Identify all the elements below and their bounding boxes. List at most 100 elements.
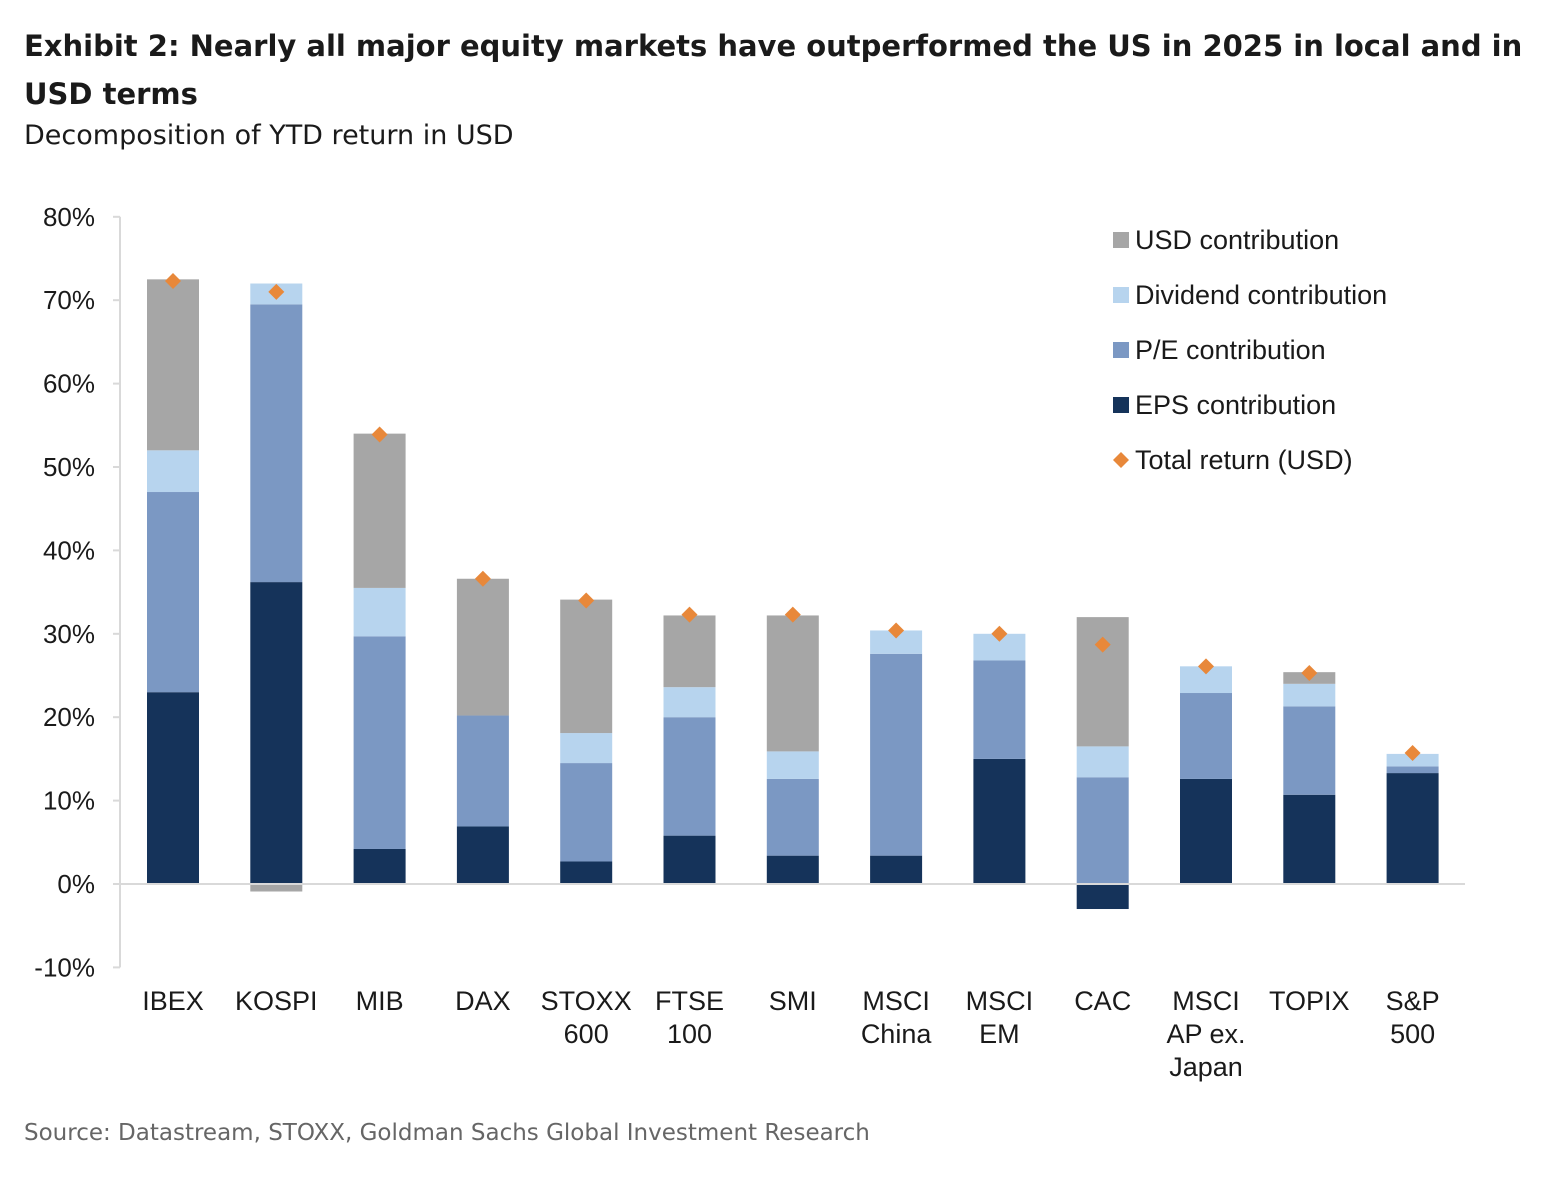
x-category-label-line: MSCI	[966, 986, 1034, 1016]
x-category-label-line: MIB	[356, 986, 404, 1016]
x-category-label-line: SMI	[769, 986, 817, 1016]
bar-dividend-smi	[766, 751, 819, 779]
bar-eps-ibex	[147, 692, 199, 884]
x-category-label: STOXX 600	[541, 986, 632, 1049]
x-category-label-line: STOXX	[541, 986, 632, 1016]
y-tick-label: 50%	[43, 452, 95, 482]
x-category-label-line: KOSPI	[235, 986, 318, 1016]
bar-pe-s-p-500	[1386, 766, 1439, 774]
x-category-label: IBEX	[142, 986, 204, 1016]
x-category-label: MIB	[356, 986, 404, 1016]
x-category-label-line: AP ex.	[1166, 1019, 1245, 1049]
x-category-label: MSCI China	[861, 986, 933, 1049]
x-category-label: TOPIX	[1269, 986, 1350, 1016]
y-tick-label: 80%	[43, 202, 95, 232]
legend-label-dividend: Dividend contribution	[1135, 280, 1387, 310]
bar-pe-ftse-100	[663, 717, 716, 836]
total-return-marker	[578, 592, 595, 609]
bar-eps-msci-china	[870, 855, 923, 884]
legend-label-pe: P/E contribution	[1135, 335, 1326, 365]
bar-pe-dax	[456, 715, 509, 827]
bar-pe-kospi	[250, 304, 303, 583]
bar-eps-stoxx-600	[560, 861, 613, 884]
total-return-marker	[888, 622, 905, 639]
x-category-label-line: Japan	[1169, 1052, 1243, 1082]
legend-swatch-eps	[1113, 397, 1129, 413]
legend-swatch-pe	[1113, 342, 1129, 358]
x-category-label: MSCI EM	[966, 986, 1034, 1049]
x-category-label: DAX	[455, 986, 511, 1016]
bar-eps-mib	[353, 848, 406, 884]
bar-dividend-topix	[1283, 683, 1336, 707]
bar-usd-ftse-100	[663, 615, 716, 688]
bar-pe-stoxx-600	[560, 763, 613, 862]
x-category-label-line: MSCI	[1172, 986, 1240, 1016]
x-category-label-line: 600	[564, 1019, 609, 1049]
x-category-label: S&P 500	[1386, 986, 1440, 1049]
y-tick-label: 60%	[43, 369, 95, 399]
bar-dividend-cac	[1076, 746, 1129, 778]
x-category-label: MSCI AP ex. Japan	[1166, 986, 1245, 1082]
bar-pe-topix	[1283, 706, 1336, 795]
bar-pe-cac	[1076, 777, 1129, 884]
x-category-label: SMI	[769, 986, 817, 1016]
total-return-marker	[268, 283, 285, 300]
bar-usd-kospi	[250, 884, 303, 892]
x-category-label-line: S&P	[1386, 986, 1440, 1016]
y-tick-label: 30%	[43, 619, 95, 649]
x-category-label-line: DAX	[455, 986, 511, 1016]
bar-eps-dax	[456, 826, 509, 884]
y-tick-label: -10%	[34, 952, 95, 982]
legend-swatch-usd	[1113, 232, 1129, 248]
bar-usd-mib	[353, 433, 406, 588]
bar-eps-smi	[766, 855, 819, 884]
total-return-marker	[371, 426, 388, 443]
chart-title: Exhibit 2: Nearly all major equity marke…	[24, 29, 1523, 111]
bar-usd-dax	[456, 578, 509, 716]
bar-dividend-stoxx-600	[560, 733, 613, 764]
total-return-marker	[1094, 636, 1111, 653]
bar-dividend-msci-china	[870, 630, 923, 654]
bar-pe-ibex	[147, 492, 199, 693]
bar-dividend-ibex	[147, 450, 199, 493]
y-tick-label: 10%	[43, 786, 95, 816]
total-return-marker	[784, 606, 801, 623]
total-return-marker	[474, 570, 491, 587]
total-return-marker	[991, 625, 1008, 642]
x-category-label-line: 100	[667, 1019, 712, 1049]
bar-eps-kospi	[250, 582, 303, 884]
bar-usd-ibex	[147, 279, 199, 451]
x-category-label-line: EM	[979, 1019, 1020, 1049]
chart-subtitle: Decomposition of YTD return in USD	[24, 120, 514, 151]
y-tick-label: 70%	[43, 285, 95, 315]
labels-layer: -10% 0% 10% 20% 30% 40% 50% 60% 70% 80% IBEX KOSPI M…	[34, 202, 1439, 1082]
bar-usd-cac	[1076, 617, 1129, 747]
x-category-label: CAC	[1074, 986, 1131, 1016]
bar-pe-msci-em	[973, 660, 1026, 759]
total-markers-layer	[165, 273, 1421, 762]
bar-usd-stoxx-600	[560, 599, 613, 734]
total-return-marker	[681, 606, 698, 623]
x-category-label-line: 500	[1390, 1019, 1435, 1049]
bar-pe-smi	[766, 778, 819, 856]
legend: USD contribution Dividend contribution P/E…	[1113, 225, 1387, 475]
x-category-label-line: CAC	[1074, 986, 1131, 1016]
bar-usd-smi	[766, 615, 819, 752]
y-tick-label: 0%	[57, 869, 95, 899]
total-return-marker	[1301, 664, 1318, 681]
bar-eps-s-p-500	[1386, 773, 1439, 884]
bar-pe-msci-china	[870, 653, 923, 856]
bar-eps-topix	[1283, 794, 1336, 884]
source-note: Source: Datastream, STOXX, Goldman Sachs…	[24, 1120, 870, 1146]
legend-label-total: Total return (USD)	[1135, 445, 1353, 475]
bar-eps-msci-ap-ex-japan	[1180, 778, 1232, 884]
y-tick-label: 20%	[43, 702, 95, 732]
x-category-label: KOSPI	[235, 986, 318, 1016]
x-category-label-line: MSCI	[862, 986, 930, 1016]
total-return-marker	[1198, 658, 1214, 675]
legend-label-eps: EPS contribution	[1135, 390, 1336, 420]
bar-pe-msci-ap-ex-japan	[1180, 693, 1232, 779]
x-category-label-line: TOPIX	[1269, 986, 1350, 1016]
x-category-label-line: China	[861, 1019, 933, 1049]
